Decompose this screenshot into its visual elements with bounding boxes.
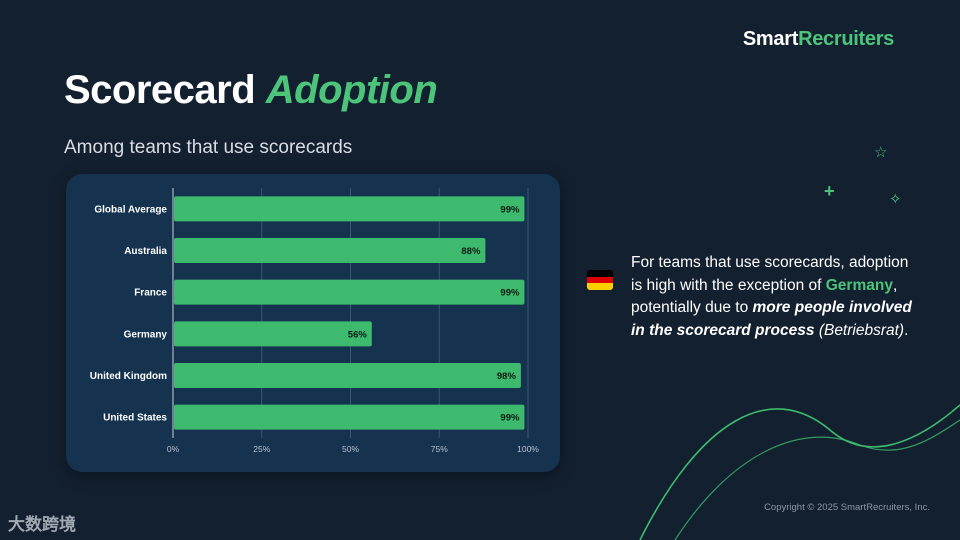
bar bbox=[174, 321, 372, 347]
x-tick-label: 25% bbox=[253, 444, 270, 454]
note-text-1: For teams that use scorecards, adoption … bbox=[631, 254, 909, 294]
bar-value-label: 99% bbox=[500, 204, 520, 215]
chart-panel: 0% 25% 50% 75% 100% Global Average 99% Australi… bbox=[66, 174, 560, 472]
brand-logo-part2: Recruiters bbox=[798, 28, 894, 50]
x-tick-label: 75% bbox=[431, 444, 448, 454]
x-tick-label: 50% bbox=[342, 444, 359, 454]
category-label: United States bbox=[103, 413, 167, 424]
watermark-logo: 大数跨境 bbox=[8, 510, 76, 535]
note-highlight: Germany bbox=[825, 276, 893, 294]
category-label: Germany bbox=[124, 329, 168, 340]
title-part2: Adoption bbox=[265, 68, 438, 112]
bar-value-label: 99% bbox=[500, 288, 520, 299]
bar-chart: 0% 25% 50% 75% 100% Global Average 99% Australi… bbox=[90, 188, 539, 454]
watermark-text: 大数跨境 bbox=[8, 515, 76, 534]
bar bbox=[174, 196, 525, 222]
page-title: Scorecard Adoption bbox=[64, 68, 438, 113]
note-italic: (Betriebsrat) bbox=[818, 321, 905, 339]
bar bbox=[174, 363, 521, 388]
star-sparkle-icon: ☆ bbox=[874, 144, 888, 161]
bar bbox=[174, 279, 525, 305]
bar-value-label: 99% bbox=[500, 413, 520, 424]
brand-logo: SmartRecruiters bbox=[743, 28, 894, 51]
category-label: Australia bbox=[124, 246, 167, 257]
bar-value-label: 98% bbox=[497, 371, 517, 382]
copyright-text: Copyright © 2025 SmartRecruiters, Inc. bbox=[764, 502, 930, 513]
bar bbox=[174, 238, 486, 263]
title-part1: Scorecard bbox=[64, 68, 266, 112]
category-label: United Kingdom bbox=[90, 371, 167, 382]
category-label: France bbox=[134, 288, 167, 299]
bar bbox=[174, 404, 525, 430]
x-tick-label: 0% bbox=[167, 444, 180, 454]
germany-flag-icon bbox=[587, 270, 613, 290]
chart-subtitle: Among teams that use scorecards bbox=[64, 137, 353, 158]
plus-sparkle-icon: + bbox=[824, 181, 835, 201]
category-label: Global Average bbox=[94, 204, 167, 215]
diamond-sparkle-icon: ✧ bbox=[889, 191, 902, 208]
note-text-4: . bbox=[904, 321, 909, 339]
note-emphasis: more people involved in the scorecard pr… bbox=[631, 299, 912, 339]
note-text-2: , potentially due to bbox=[631, 276, 898, 317]
bar-value-label: 88% bbox=[461, 246, 481, 257]
x-tick-label: 100% bbox=[517, 444, 539, 454]
bar-value-label: 56% bbox=[348, 329, 368, 340]
insight-note: For teams that use scorecards, adoption … bbox=[631, 252, 921, 342]
brand-logo-part1: Smart bbox=[742, 28, 799, 50]
